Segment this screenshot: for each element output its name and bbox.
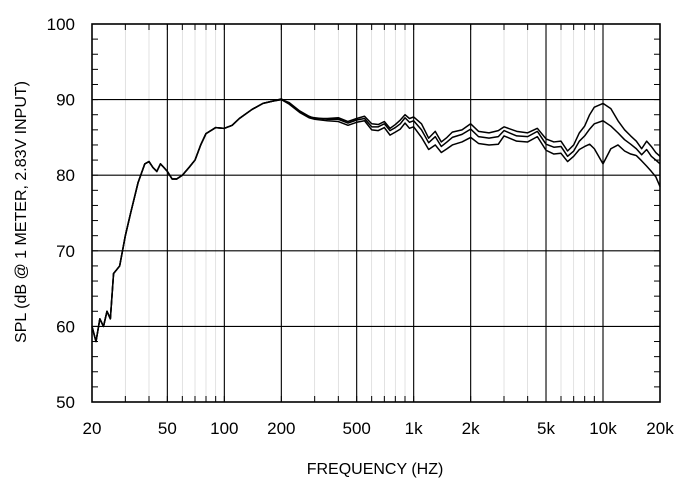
response-curve-3 — [91, 98, 661, 343]
x-tick-label: 100 — [210, 419, 238, 438]
y-tick-label: 50 — [56, 393, 75, 412]
x-tick-label: 500 — [342, 419, 370, 438]
y-tick-label: 70 — [56, 242, 75, 261]
x-tick-label: 1k — [405, 419, 423, 438]
y-tick-label: 80 — [56, 166, 75, 185]
x-tick-label: 10k — [589, 419, 617, 438]
x-tick-label: 2k — [462, 419, 480, 438]
series-layer — [91, 98, 661, 343]
x-tick-label: 200 — [267, 419, 295, 438]
response-curve-2 — [91, 98, 661, 343]
x-axis-title: FREQUENCY (HZ) — [307, 461, 444, 478]
response-curve-1 — [91, 98, 661, 343]
y-axis-title: SPL (dB @ 1 METER, 2.83V INPUT) — [13, 81, 30, 343]
y-tick-label: 90 — [56, 91, 75, 110]
minor-gridlines — [124, 24, 604, 402]
x-tick-label: 20k — [646, 419, 674, 438]
y-tick-label: 60 — [56, 317, 75, 336]
tick-marks — [91, 23, 661, 403]
y-tick-labels: 50 60 70 80 90 100 — [47, 15, 75, 412]
x-tick-label: 20 — [83, 419, 102, 438]
x-tick-label: 5k — [537, 419, 555, 438]
x-tick-label: 50 — [158, 419, 177, 438]
x-tick-labels: 20 50 100 200 500 1k 2k 5k 10k 20k — [83, 419, 675, 438]
y-tick-label: 100 — [47, 15, 75, 34]
plot-frame — [91, 23, 661, 403]
major-gridlines — [92, 24, 660, 402]
